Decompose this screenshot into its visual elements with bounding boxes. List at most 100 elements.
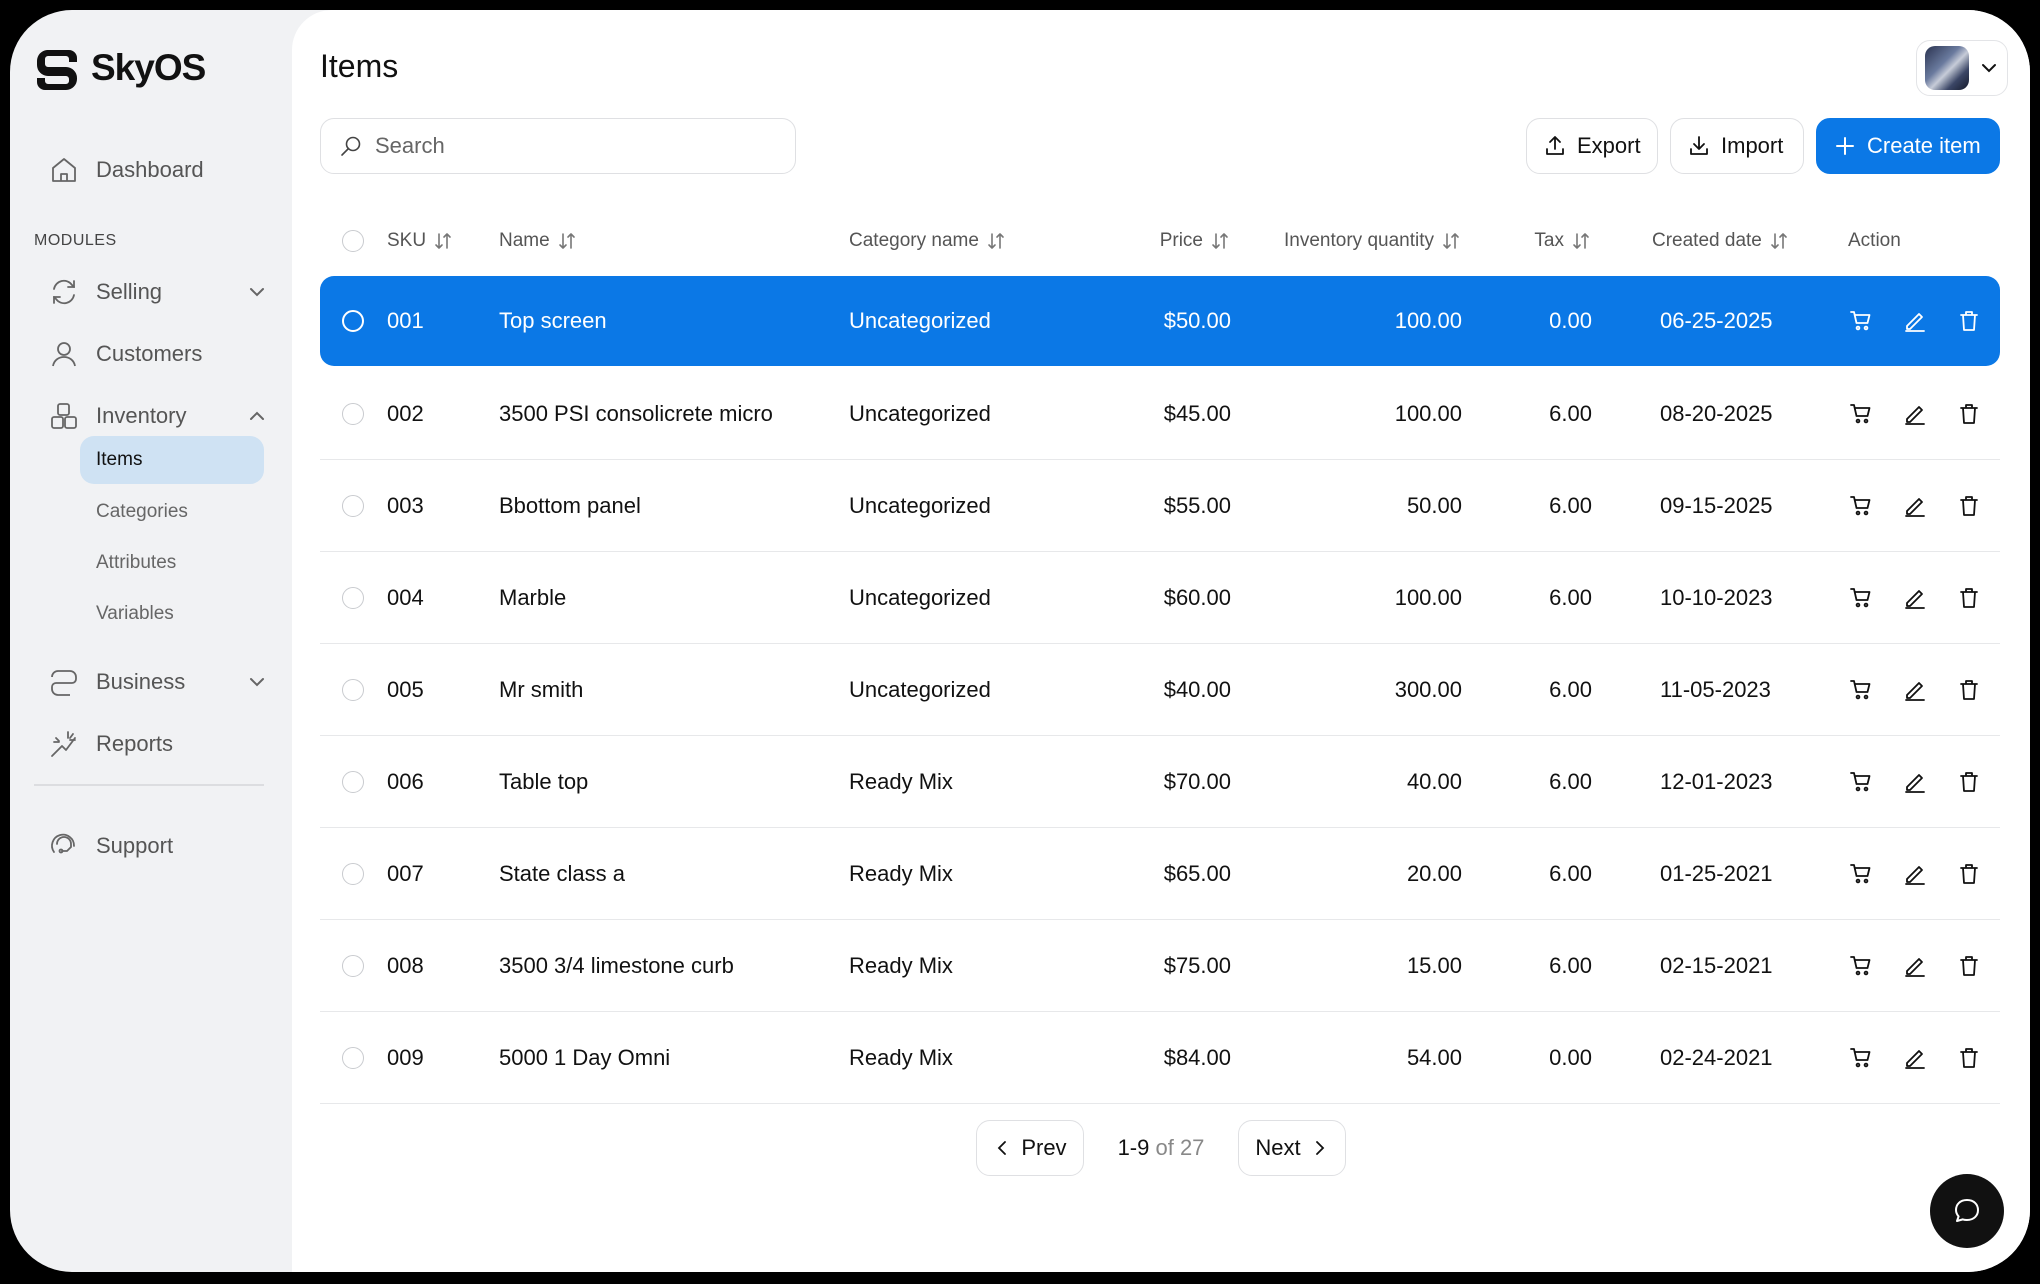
table-row[interactable]: 007 State class a Ready Mix $65.00 20.00 6.00… xyxy=(320,828,2000,920)
search-input[interactable] xyxy=(375,133,775,159)
row-checkbox[interactable] xyxy=(342,954,364,977)
cart-icon[interactable] xyxy=(1848,493,1874,519)
sidebar-item-attributes[interactable]: Attributes xyxy=(96,552,177,573)
table-row[interactable]: 008 3500 3/4 limestone curb Ready Mix $75.0… xyxy=(320,920,2000,1012)
column-header-created-date[interactable]: Created date xyxy=(1592,230,1848,252)
cell-created-date: 06-25-2025 xyxy=(1660,308,1773,333)
user-icon xyxy=(52,342,76,367)
row-checkbox[interactable] xyxy=(342,1046,364,1069)
table-row[interactable]: 002 3500 PSI consolicrete micro Uncategori… xyxy=(320,368,2000,460)
cell-category: Ready Mix xyxy=(849,768,953,794)
delete-icon[interactable] xyxy=(1956,493,1982,519)
sidebar-item-variables[interactable]: Variables xyxy=(96,603,174,624)
row-actions xyxy=(1848,308,2008,334)
cell-name: Marble xyxy=(499,584,567,610)
edit-icon[interactable] xyxy=(1902,493,1928,519)
next-page-button[interactable]: Next xyxy=(1238,1120,1346,1176)
cart-icon[interactable] xyxy=(1848,1045,1874,1071)
edit-icon[interactable] xyxy=(1902,308,1928,334)
cell-name: 3500 PSI consolicrete micro xyxy=(499,400,773,426)
cart-icon[interactable] xyxy=(1848,585,1874,611)
search-field[interactable] xyxy=(320,118,796,174)
delete-icon[interactable] xyxy=(1956,585,1982,611)
delete-icon[interactable] xyxy=(1956,1045,1982,1071)
row-checkbox[interactable] xyxy=(342,402,364,425)
column-header-category[interactable]: Category name xyxy=(849,230,1119,252)
delete-icon[interactable] xyxy=(1956,861,1982,887)
main-panel: Items Export Import Create item SKU N xyxy=(292,10,2030,1272)
sidebar-item-inventory[interactable]: Inventory xyxy=(48,394,268,438)
import-button[interactable]: Import xyxy=(1670,118,1804,174)
table-row[interactable]: 005 Mr smith Uncategorized $40.00 300.00 6.00… xyxy=(320,644,2000,736)
delete-icon[interactable] xyxy=(1956,769,1982,795)
edit-icon[interactable] xyxy=(1902,401,1928,427)
table-row[interactable]: 003 Bbottom panel Uncategorized $55.00 50.00… xyxy=(320,460,2000,552)
cart-icon[interactable] xyxy=(1848,953,1874,979)
cart-icon[interactable] xyxy=(1848,308,1874,334)
cell-category: Uncategorized xyxy=(849,676,991,702)
row-checkbox[interactable] xyxy=(342,862,364,885)
edit-icon[interactable] xyxy=(1902,953,1928,979)
row-checkbox[interactable] xyxy=(342,770,364,793)
column-header-price[interactable]: Price xyxy=(1119,230,1231,252)
column-header-tax[interactable]: Tax xyxy=(1462,230,1592,252)
sidebar-item-customers[interactable]: Customers xyxy=(48,332,268,376)
sidebar-item-selling[interactable]: Selling xyxy=(48,270,268,314)
row-checkbox[interactable] xyxy=(342,494,364,517)
cell-sku: 007 xyxy=(387,860,424,886)
create-item-button[interactable]: Create item xyxy=(1816,118,2000,174)
sidebar-item-dashboard[interactable]: Dashboard xyxy=(48,148,268,192)
column-header-sku[interactable]: SKU xyxy=(387,230,499,252)
account-menu[interactable] xyxy=(1916,40,2008,96)
cell-sku: 001 xyxy=(387,308,424,333)
select-all-checkbox[interactable] xyxy=(342,230,364,252)
chat-button[interactable] xyxy=(1930,1174,2004,1248)
sidebar-item-support[interactable]: Support xyxy=(48,824,268,868)
table-row[interactable]: 006 Table top Ready Mix $70.00 40.00 6.00 12-0… xyxy=(320,736,2000,828)
chevron-up-icon[interactable] xyxy=(246,405,268,427)
cart-icon[interactable] xyxy=(1848,401,1874,427)
sort-icon xyxy=(558,233,575,249)
row-checkbox[interactable] xyxy=(342,586,364,609)
edit-icon[interactable] xyxy=(1902,1045,1928,1071)
chevron-down-icon[interactable] xyxy=(246,281,268,303)
sort-icon xyxy=(1771,233,1787,249)
cell-inventory: 54.00 xyxy=(1406,1044,1462,1070)
sidebar-item-categories[interactable]: Categories xyxy=(96,501,188,522)
delete-icon[interactable] xyxy=(1956,308,1982,334)
brand-logo[interactable]: SkyOS xyxy=(33,44,206,92)
table-row[interactable]: 001 Top screen Uncategorized $50.00 100.00 0.… xyxy=(320,276,2000,366)
cart-icon[interactable] xyxy=(1848,861,1874,887)
column-header-name[interactable]: Name xyxy=(499,230,849,252)
sidebar-item-label: Selling xyxy=(96,279,163,304)
row-checkbox[interactable] xyxy=(342,678,364,701)
table-row[interactable]: 009 5000 1 Day Omni Ready Mix $84.00 54.00 0.… xyxy=(320,1012,2000,1104)
chat-bubble-icon xyxy=(1955,1199,1979,1222)
delete-icon[interactable] xyxy=(1956,677,1982,703)
sidebar-item-label: Inventory xyxy=(96,403,187,428)
sidebar-item-business[interactable]: Business xyxy=(48,660,268,704)
edit-icon[interactable] xyxy=(1902,585,1928,611)
cart-icon[interactable] xyxy=(1848,769,1874,795)
sidebar-item-label: Customers xyxy=(96,341,203,366)
sidebar-item-label: Reports xyxy=(96,731,174,756)
prev-page-button[interactable]: Prev xyxy=(976,1120,1084,1176)
row-checkbox[interactable] xyxy=(342,310,364,332)
chevron-down-icon[interactable] xyxy=(246,671,268,693)
column-header-inventory[interactable]: Inventory quantity xyxy=(1231,230,1462,252)
cell-inventory: 15.00 xyxy=(1406,952,1462,978)
edit-icon[interactable] xyxy=(1902,861,1928,887)
cart-icon[interactable] xyxy=(1848,677,1874,703)
table-row[interactable]: 004 Marble Uncategorized $60.00 100.00 6.00 10… xyxy=(320,552,2000,644)
cell-price: $40.00 xyxy=(1163,676,1231,702)
sidebar-item-reports[interactable]: Reports xyxy=(48,722,268,766)
delete-icon[interactable] xyxy=(1956,953,1982,979)
edit-icon[interactable] xyxy=(1902,769,1928,795)
cell-created-date: 08-20-2025 xyxy=(1660,400,1773,426)
delete-icon[interactable] xyxy=(1956,401,1982,427)
edit-icon[interactable] xyxy=(1902,677,1928,703)
sidebar-item-items[interactable]: Items xyxy=(80,436,264,484)
cell-created-date: 02-24-2021 xyxy=(1660,1044,1773,1070)
row-actions xyxy=(1848,401,2008,427)
export-button[interactable]: Export xyxy=(1526,118,1658,174)
